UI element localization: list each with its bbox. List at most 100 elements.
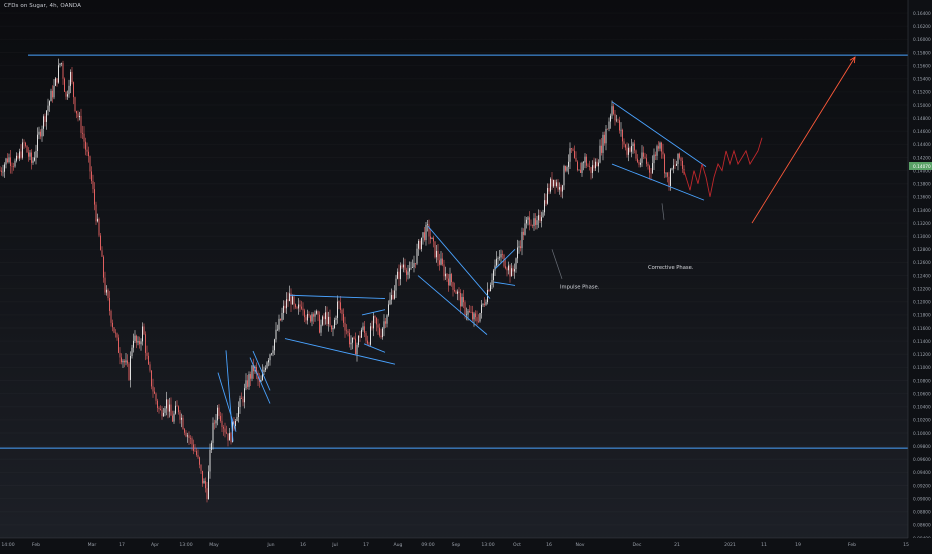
candle-body [649,165,650,173]
candle-body [433,237,434,242]
candle-body [173,413,175,422]
candle-body [455,291,457,294]
candle-body [430,236,431,239]
candle-body [94,189,95,205]
candle-body [656,146,658,156]
channel-line-flag-sep[interactable] [494,248,516,270]
channel-line-flag-jun-jul[interactable] [284,338,396,365]
candle-body [178,406,179,413]
candle-body [164,408,166,413]
candle-body [652,163,653,173]
y-axis-bg [908,0,932,550]
candle-body [520,246,521,249]
candle-body [400,265,401,280]
candle-body [286,299,287,309]
annotation-label[interactable]: Impulse Phase. [560,285,600,291]
channel-line-wedge-may[interactable] [225,350,234,442]
candle-body [485,302,487,305]
channel-line-flag-sep[interactable] [493,281,516,286]
candle-body [298,304,299,309]
candle-body [68,85,70,95]
candle-body [160,409,161,410]
candle-body [247,380,248,387]
projection-line[interactable] [683,137,763,197]
candle-body [538,215,539,221]
candle-body [179,412,181,420]
arrow-shaft[interactable] [751,56,856,224]
candle-body [274,339,275,351]
candle-body [625,144,626,148]
candle-body [314,313,316,317]
channel-line-flag-may[interactable] [252,350,271,391]
candle-body [476,317,478,322]
x-axis[interactable]: 14:00 Feb Mar 17 Apr 13:00 May Jun 16 Jul 17 Aug 09:… [0,537,932,550]
candle-body [526,219,527,224]
candle-body [92,180,94,190]
channel-line-flag-jun-jul[interactable] [289,294,386,299]
channel-line-channel-aug-sep[interactable] [417,275,488,335]
candle-body [446,273,448,279]
candle-body [341,309,343,314]
channel-line-wedge-may[interactable] [217,372,237,432]
candle-body [152,386,154,392]
candle-body [470,312,472,313]
x-tick-label: Jul [331,542,338,548]
candle-body [181,417,182,420]
candle-body [278,318,280,330]
channel-line-flag-jul[interactable] [361,309,386,316]
y-tick-label: 0.16200 [913,24,931,30]
candle-body [563,166,565,186]
candle-body [310,315,311,322]
candle-body [584,156,586,163]
candle-body [308,314,310,316]
candle-body [182,417,184,430]
x-tick-label: 17 [119,542,125,548]
y-tick-label: 0.09200 [913,483,931,489]
candle-body [527,217,529,220]
candle-body [52,90,53,98]
candle-body [419,240,421,249]
candle-body [119,352,121,358]
candle-body [389,299,391,305]
candle-body [208,471,209,500]
x-tick-label: 13:00 [179,542,192,548]
candle-body [269,354,271,361]
channel-line-channel-nov-dec[interactable] [611,101,707,168]
candle-body [610,115,611,122]
candle-body [313,314,314,317]
candle-body [463,297,464,303]
candle-body [629,147,631,152]
candle-body [367,340,368,344]
candle-body [514,269,515,272]
candle-body [97,218,98,222]
candle-body [34,157,35,161]
channel-line-channel-nov-dec[interactable] [611,163,705,201]
channel-line-flag-may[interactable] [249,357,271,404]
candle-body [577,161,578,171]
candle-body [59,63,61,66]
candle-body [127,360,128,364]
candle-body [458,291,460,293]
channel-line-flag-jul[interactable] [363,343,386,353]
y-axis[interactable]: 0.084000.086000.088000.090000.092000.094… [907,0,932,550]
candle-body [218,407,220,416]
candle-body [79,115,80,118]
candle-body [245,380,247,389]
channel-line-channel-aug-sep[interactable] [427,226,491,299]
y-tick-label: 0.10200 [913,418,931,424]
candle-body [494,265,496,271]
candle-body [619,120,620,131]
candle-body [118,337,119,353]
candle-body [464,302,466,315]
annotation-label[interactable]: Corrective Phase. [648,265,694,271]
candle-body [296,307,298,309]
candle-body [589,166,590,168]
candle-body [226,432,227,434]
candle-body [620,129,622,131]
candle-body [227,433,229,441]
candle-body [524,223,526,235]
candle-body [295,304,296,308]
candle-body [229,433,230,441]
candle-body [578,169,580,171]
